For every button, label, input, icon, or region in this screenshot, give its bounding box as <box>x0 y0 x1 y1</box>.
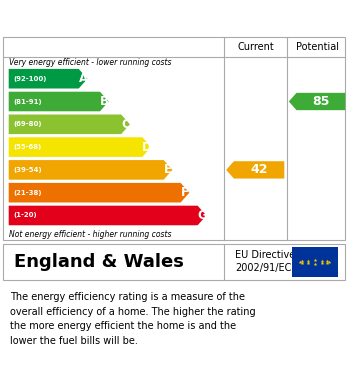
Text: Current: Current <box>237 42 274 52</box>
Polygon shape <box>9 137 151 157</box>
Polygon shape <box>289 93 345 110</box>
Polygon shape <box>9 206 206 225</box>
Text: Very energy efficient - lower running costs: Very energy efficient - lower running co… <box>9 57 171 66</box>
Text: Energy Efficiency Rating: Energy Efficiency Rating <box>10 10 232 25</box>
Text: D: D <box>142 141 152 154</box>
Text: (69-80): (69-80) <box>13 121 41 127</box>
Text: (1-20): (1-20) <box>13 212 37 219</box>
Text: F: F <box>181 186 189 199</box>
Text: Not energy efficient - higher running costs: Not energy efficient - higher running co… <box>9 230 171 239</box>
Polygon shape <box>9 115 130 134</box>
Text: C: C <box>121 118 130 131</box>
Text: 85: 85 <box>312 95 330 108</box>
Bar <box>292 247 338 277</box>
Text: (21-38): (21-38) <box>13 190 41 196</box>
Text: Potential: Potential <box>296 42 339 52</box>
Text: B: B <box>100 95 109 108</box>
Polygon shape <box>9 92 109 111</box>
Polygon shape <box>9 69 87 88</box>
Text: 42: 42 <box>250 163 268 176</box>
Text: England & Wales: England & Wales <box>14 253 184 271</box>
Polygon shape <box>226 161 284 179</box>
Text: G: G <box>197 209 207 222</box>
Text: A: A <box>79 72 88 85</box>
Text: The energy efficiency rating is a measure of the
overall efficiency of a home. T: The energy efficiency rating is a measur… <box>10 292 256 346</box>
Text: (39-54): (39-54) <box>13 167 41 173</box>
Text: EU Directive
2002/91/EC: EU Directive 2002/91/EC <box>235 249 295 273</box>
Text: E: E <box>164 163 172 176</box>
Text: (55-68): (55-68) <box>13 144 41 150</box>
Text: (81-91): (81-91) <box>13 99 41 104</box>
Text: (92-100): (92-100) <box>13 76 46 82</box>
Polygon shape <box>9 160 172 180</box>
Polygon shape <box>9 183 189 203</box>
